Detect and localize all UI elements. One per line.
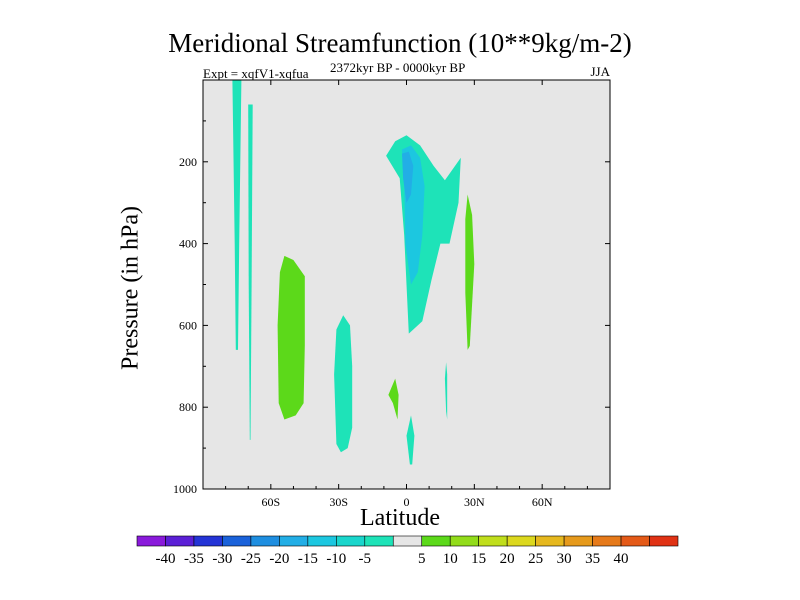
y-tick-label: 400 <box>179 237 197 251</box>
colorbar-swatch <box>506 535 536 547</box>
colorbar-swatch <box>478 535 508 547</box>
colorbar-swatch <box>364 535 394 547</box>
x-tick-label: 0 <box>404 495 410 509</box>
contour-strip-75s <box>232 80 242 350</box>
colorbar-label: -5 <box>359 551 372 567</box>
colorbar-label: 30 <box>557 551 572 567</box>
colorbar-swatch <box>279 535 309 547</box>
contour-blob-10s-green <box>388 378 399 420</box>
colorbar-swatch <box>136 535 166 547</box>
colorbar-label: -40 <box>155 551 175 567</box>
y-tick-label: 1000 <box>173 482 197 496</box>
colorbar-label: 25 <box>528 551 543 567</box>
colorbar-swatch <box>535 535 565 547</box>
colorbar-label: 35 <box>585 551 600 567</box>
colorbar-label: -15 <box>298 551 318 567</box>
experiment-label: Expt = xqfV1-xqfua <box>203 66 309 81</box>
season-label: JJA <box>590 64 610 79</box>
colorbar-swatch <box>592 535 622 547</box>
colorbar-label: -25 <box>241 551 261 567</box>
x-tick-label: 30S <box>329 495 348 509</box>
chart-title: Meridional Streamfunction (10**9kg/m-2) <box>168 28 632 58</box>
colorbar-label: -10 <box>326 551 346 567</box>
x-tick-label: 60S <box>261 495 280 509</box>
axis-ticks: 60S 30S 0 30N 60N 200 400 600 800 1000 <box>173 80 610 509</box>
colorbar-swatch <box>193 535 223 547</box>
x-tick-label: 30N <box>464 495 485 509</box>
contour-blob-0-low <box>406 415 415 465</box>
x-axis-label: Latitude <box>360 505 440 531</box>
colorbar-swatch <box>307 535 337 547</box>
colorbar-swatch <box>222 535 252 547</box>
colorbar-swatch <box>250 535 280 547</box>
colorbar-label: -30 <box>212 551 232 567</box>
colorbar-label: -20 <box>269 551 289 567</box>
colorbar-label: 20 <box>500 551 515 567</box>
colorbar-swatch <box>563 535 593 547</box>
colorbar: -40 -35 -30 -25 -20 -15 -10 -5 5 10 15 20 25 30 35 40 <box>136 535 679 567</box>
contour-blob-30n-green <box>465 194 475 350</box>
colorbar-swatch <box>620 535 650 547</box>
colorbar-label: 40 <box>614 551 629 567</box>
colorbar-label: 15 <box>471 551 486 567</box>
contour-blob-30s <box>334 315 353 453</box>
colorbar-swatch <box>392 535 423 547</box>
y-tick-label: 800 <box>179 400 197 414</box>
colorbar-label: 5 <box>418 551 426 567</box>
x-tick-label: 60N <box>532 495 553 509</box>
colorbar-swatch <box>649 535 679 547</box>
contour-strip-70s <box>248 104 253 440</box>
colorbar-swatch <box>421 535 451 547</box>
colorbar-label: 10 <box>443 551 458 567</box>
contour-plume-0-core <box>402 151 414 203</box>
contour-blob-20n-thin <box>444 362 448 420</box>
contour-blob-55s <box>277 255 305 420</box>
colorbar-swatch <box>165 535 195 547</box>
colorbar-swatch <box>449 535 479 547</box>
period-label: 2372kyr BP - 0000kyr BP <box>330 60 466 75</box>
contour-regions <box>232 80 475 465</box>
y-tick-label: 200 <box>179 155 197 169</box>
colorbar-label: -35 <box>184 551 204 567</box>
y-tick-label: 600 <box>179 318 197 332</box>
colorbar-swatch <box>336 535 366 547</box>
